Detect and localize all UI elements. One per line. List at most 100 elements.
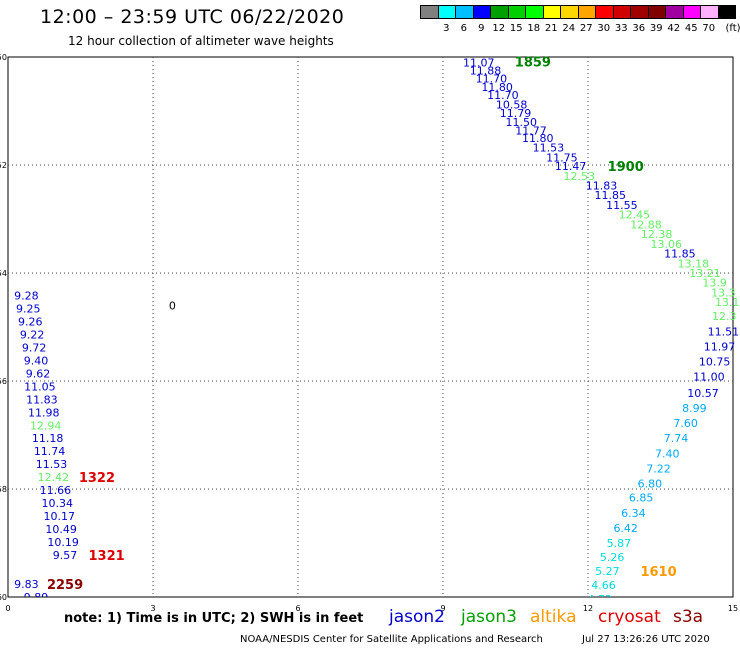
footer-note: note: 1) Time is in UTC; 2) SWH is in fe… <box>64 611 364 626</box>
swh-value-label: 9.72 <box>22 342 47 355</box>
swh-value-label: 6.80 <box>638 478 663 491</box>
swh-value-label: 11.75 <box>546 151 578 164</box>
swh-value-label: 11.53 <box>533 142 565 155</box>
x-tick-label: 15 <box>728 604 738 613</box>
swh-value-label: 11.70 <box>487 89 519 102</box>
x-tick-label: 3 <box>150 604 155 613</box>
swh-value-label: 11.85 <box>594 189 626 202</box>
swh-value-label: 11.66 <box>40 484 72 497</box>
scale-label: 70 <box>702 23 716 34</box>
swh-value-label: 6.42 <box>613 522 638 535</box>
swh-value-label: 10.57 <box>687 387 719 400</box>
swh-value-label: 13.18 <box>678 257 710 270</box>
swh-value-label: 12.3 <box>712 310 737 323</box>
swh-value-label: 12.53 <box>564 170 596 183</box>
swh-value-label: 11.80 <box>481 81 513 94</box>
swh-value-label: 7.60 <box>673 417 698 430</box>
scale-label: 27 <box>579 23 593 34</box>
swh-value-label: 11.83 <box>586 180 618 193</box>
swh-value-label: 11.51 <box>708 325 740 338</box>
swh-value-label: 11.70 <box>476 73 508 86</box>
scale-label: 15 <box>509 23 523 34</box>
legend-jason3: jason3 <box>461 607 517 627</box>
scale-label: 30 <box>597 23 611 34</box>
swh-value-label: 11.97 <box>704 340 736 353</box>
swh-value-label: 11.50 <box>506 116 538 129</box>
scale-label: 42 <box>667 23 681 34</box>
pass-time-label: 1859 <box>515 55 551 70</box>
x-tick-label: 12 <box>583 604 593 613</box>
swh-value-label: 11.98 <box>28 406 60 419</box>
plot-frame <box>7 56 734 598</box>
y-tick-label: -56 <box>0 377 7 386</box>
x-tick-label: 6 <box>295 604 300 613</box>
y-tick-label: -60 <box>0 593 7 602</box>
swh-value-label: 8.99 <box>682 402 707 415</box>
swh-value-label: 12.94 <box>30 419 62 432</box>
swh-value-label: 13.06 <box>651 238 683 251</box>
legend-cryosat: cryosat <box>598 607 661 627</box>
swh-value-label: 9.40 <box>24 354 49 367</box>
legend-altika: altika <box>530 607 577 627</box>
swh-value-label: 10.34 <box>42 497 74 510</box>
swh-value-label: 11.55 <box>606 199 638 212</box>
swh-value-label: 13.21 <box>689 267 721 280</box>
scale-unit: (ft) <box>725 23 740 34</box>
chart-title: 12:00 – 23:59 UTC 06/22/2020 <box>40 6 345 28</box>
data-labels: 11.0711.8811.7011.8011.7010.5811.7911.50… <box>14 55 740 617</box>
chart-subtitle: 12 hour collection of altimeter wave hei… <box>68 34 334 48</box>
swh-value-label: 7.40 <box>655 447 680 460</box>
swh-value-label: 11.77 <box>515 124 547 137</box>
scale-label: 6 <box>460 23 467 34</box>
legend-s3a: s3a <box>673 607 704 627</box>
swh-value-label: 13.9 <box>702 277 727 290</box>
swh-value-label: 9.89 <box>24 591 49 604</box>
y-tick-label: -50 <box>0 53 7 62</box>
scale-label: 39 <box>649 23 663 34</box>
swh-value-label: 5.26 <box>600 551 625 564</box>
swh-value-label: 10.49 <box>45 523 77 536</box>
y-tick-label: -54 <box>0 269 7 278</box>
swh-value-label: 11.88 <box>470 65 502 78</box>
scale-label: 9 <box>478 23 485 34</box>
x-tick-label: 9 <box>440 604 445 613</box>
scale-label: 12 <box>492 23 506 34</box>
footer-credit: NOAA/NESDIS Center for Satellite Applica… <box>240 634 543 645</box>
swh-value-label: 11.53 <box>36 458 68 471</box>
swh-value-label: 9.22 <box>20 329 45 342</box>
swh-value-label: 12.45 <box>619 209 651 222</box>
swh-value-label: 7.48 <box>33 604 58 617</box>
y-tick-label: -52 <box>0 161 7 170</box>
pass-time-label: 1322 <box>79 471 115 486</box>
swh-value-label: 9.26 <box>18 316 43 329</box>
swh-value-label: 9.62 <box>26 367 51 380</box>
swh-value-label: 9.83 <box>14 578 39 591</box>
scale-label: 33 <box>614 23 628 34</box>
scale-label: 45 <box>684 23 698 34</box>
swh-value-label: 11.79 <box>500 107 532 120</box>
swh-value-label: 5.27 <box>595 565 620 578</box>
swh-value-label: 13.1 <box>715 296 740 309</box>
swh-value-label: 5.87 <box>607 537 632 550</box>
swh-value-label: 0 <box>169 299 176 312</box>
pass-time-label: 1321 <box>89 549 125 564</box>
scale-label: 36 <box>632 23 646 34</box>
swh-value-label: 7.74 <box>664 432 689 445</box>
swh-value-label: 4.73 <box>587 593 612 606</box>
swh-value-label: 10.75 <box>699 356 731 369</box>
pass-time-label: 2259 <box>47 578 83 593</box>
swh-value-label: 6.34 <box>621 507 646 520</box>
swh-value-label: 11.00 <box>693 371 725 384</box>
swh-value-label: 12.42 <box>38 471 70 484</box>
y-tick-label: -58 <box>0 485 7 494</box>
swh-value-label: 6.85 <box>629 492 654 505</box>
swh-value-label: 9.25 <box>16 303 41 316</box>
swh-value-label: 11.85 <box>664 248 696 261</box>
swh-value-label: 12.88 <box>630 218 662 231</box>
pass-time-label: 1610 <box>640 565 676 580</box>
swh-value-label: 11.47 <box>555 160 587 173</box>
swh-value-label: 7.22 <box>646 462 671 475</box>
swh-value-label: 4.66 <box>591 579 616 592</box>
swh-value-label: 11.83 <box>26 393 58 406</box>
